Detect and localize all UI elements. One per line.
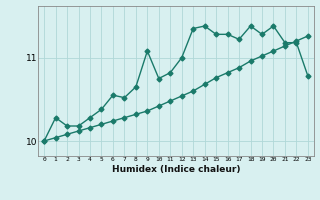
X-axis label: Humidex (Indice chaleur): Humidex (Indice chaleur) xyxy=(112,165,240,174)
